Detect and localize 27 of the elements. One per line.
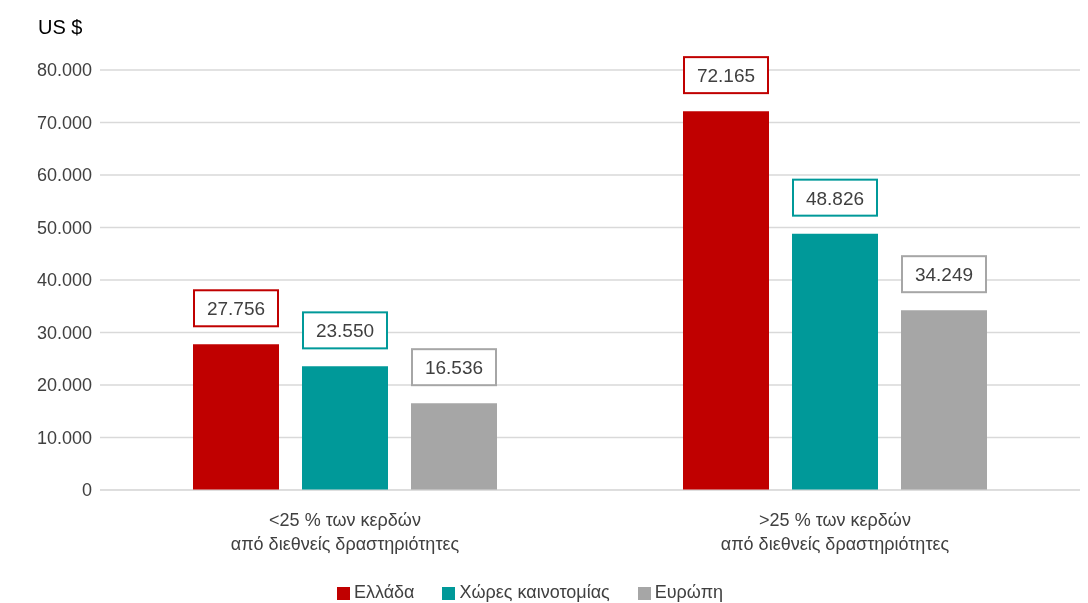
x-tick-label: >25 % των κερδών από διεθνείς δραστηριότητες <box>720 510 950 554</box>
data-label: 27.756 <box>206 298 266 320</box>
y-tick-label: 50.000 <box>36 217 92 238</box>
y-axis-title: US $ <box>38 16 83 39</box>
y-tick-label: 70.000 <box>36 112 92 133</box>
data-label: 48.826 <box>805 187 865 209</box>
y-tick-label: 60.000 <box>36 165 92 186</box>
y-tick-label: 20.000 <box>36 375 92 396</box>
bar <box>302 366 388 490</box>
y-tick-label: 40.000 <box>36 270 92 291</box>
data-label: 34.249 <box>914 264 974 286</box>
data-label: 23.550 <box>315 320 375 342</box>
legend-label: Χώρες καινοτομίας <box>459 582 610 602</box>
y-tick-label: 10.000 <box>36 427 92 448</box>
bar <box>411 403 497 490</box>
data-label: 16.536 <box>424 357 484 379</box>
y-tick-label: 30.000 <box>36 322 92 343</box>
x-tick-label: <25 % των κερδών από διεθνείς δραστηριότητες <box>230 510 460 554</box>
bar <box>901 310 987 490</box>
y-tick-label: 80.000 <box>36 60 92 81</box>
legend-label: Ελλάδα <box>353 582 415 602</box>
bar <box>683 111 769 490</box>
legend-label: Ευρώπη <box>654 582 724 602</box>
y-tick-label: 0 <box>81 480 92 501</box>
bar <box>792 233 878 490</box>
bar <box>193 344 279 490</box>
data-label: 72.165 <box>696 65 756 87</box>
